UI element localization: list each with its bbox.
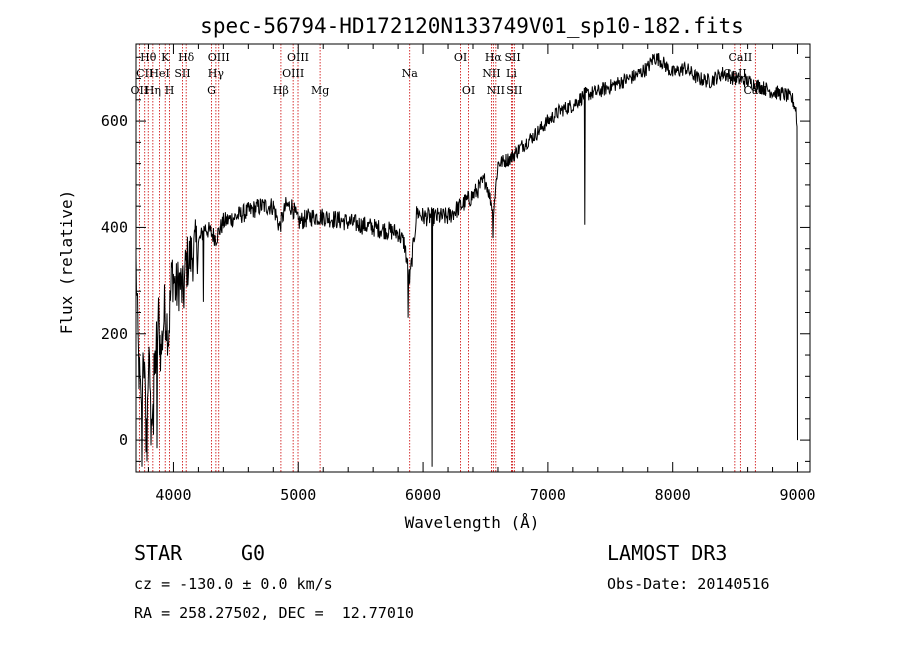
chart-title: spec-56794-HD172120N133749V01_sp10-182.f… bbox=[200, 14, 744, 38]
obs-date: Obs-Date: 20140516 bbox=[607, 575, 770, 593]
line-label-4: K bbox=[161, 51, 170, 64]
line-label-20: NII bbox=[482, 67, 500, 80]
line-label-3: Hη bbox=[145, 84, 161, 97]
x-tick-label: 9000 bbox=[779, 486, 815, 504]
line-label-18: OI bbox=[462, 84, 475, 97]
line-label-23: Li bbox=[506, 67, 517, 80]
coordinates: RA = 258.27502, DEC = 12.77010 bbox=[134, 604, 414, 622]
line-label-22: SII bbox=[504, 51, 520, 64]
line-label-1: CII bbox=[136, 67, 153, 80]
line-label-13: OIII bbox=[287, 51, 309, 64]
line-label-0: Hθ bbox=[140, 51, 157, 64]
line-label-7: Hδ bbox=[178, 51, 195, 64]
spectrum-line bbox=[135, 52, 798, 467]
line-label-11: G bbox=[207, 84, 216, 97]
x-tick-label: 4000 bbox=[155, 486, 191, 504]
y-tick-label: 600 bbox=[101, 112, 128, 130]
redshift: cz = -130.0 ± 0.0 km/s bbox=[134, 575, 333, 593]
spectrum-series bbox=[135, 52, 798, 467]
y-axis-ticks: 0 200 400 600 bbox=[101, 56, 810, 462]
x-tick-label: 5000 bbox=[280, 486, 316, 504]
y-axis-title: Flux (relative) bbox=[57, 190, 76, 335]
line-label-6: H bbox=[165, 84, 175, 97]
line-label-12: Hβ bbox=[273, 84, 289, 97]
x-tick-label: 8000 bbox=[655, 486, 691, 504]
line-label-5: HeI bbox=[149, 67, 169, 80]
x-axis-ticks: 4000 5000 6000 7000 8000 9000 bbox=[147, 44, 816, 504]
line-label-14: OIII bbox=[282, 67, 304, 80]
spectral-line-markers bbox=[138, 44, 756, 472]
object-class: STAR bbox=[134, 541, 183, 565]
x-tick-label: 6000 bbox=[405, 486, 441, 504]
plot-frame bbox=[135, 43, 811, 473]
y-tick-label: 0 bbox=[119, 431, 128, 449]
line-label-9: OIII bbox=[208, 51, 230, 64]
y-tick-label: 400 bbox=[101, 218, 128, 236]
line-label-21: NII bbox=[487, 84, 505, 97]
x-tick-label: 7000 bbox=[530, 486, 566, 504]
line-label-24: SII bbox=[506, 84, 522, 97]
subclass: G0 bbox=[241, 541, 266, 565]
x-axis-title: Wavelength (Å) bbox=[405, 513, 540, 532]
survey-name: LAMOST DR3 bbox=[607, 541, 728, 565]
line-label-25: CaII bbox=[729, 51, 753, 64]
y-tick-label: 200 bbox=[101, 325, 128, 343]
line-label-16: Na bbox=[402, 67, 419, 80]
line-label-10: Hγ bbox=[208, 67, 225, 80]
line-label-2: OII bbox=[131, 84, 149, 97]
line-label-8: SII bbox=[174, 67, 190, 80]
line-label-17: OI bbox=[454, 51, 467, 64]
line-label-19: Hα bbox=[485, 51, 503, 64]
line-label-15: Mg bbox=[311, 84, 329, 97]
